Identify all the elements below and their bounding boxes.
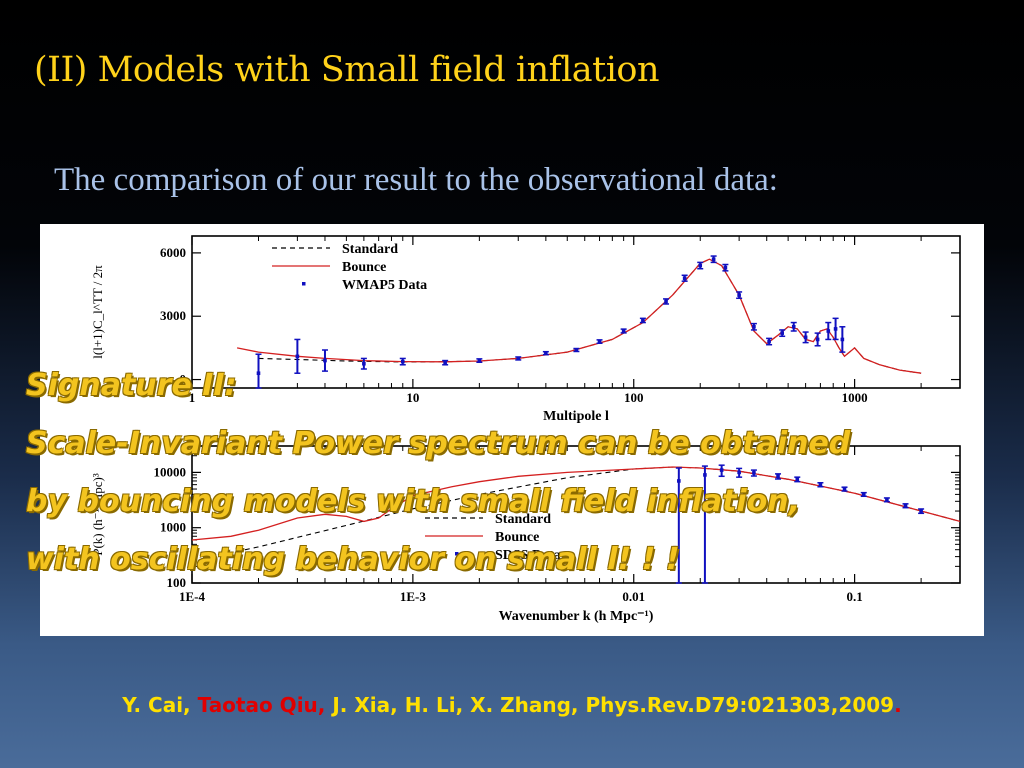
cmb-series-wmap5-data-point [711, 257, 716, 262]
pk-x-tick-label: 1E-3 [400, 589, 427, 604]
cmb-series-wmap5-data-point [767, 339, 771, 344]
cmb-series-wmap5-data-point [833, 327, 838, 331]
cmb-y-tick-label: 6000 [160, 245, 186, 260]
cmb-series-wmap5-data-point [780, 331, 784, 335]
cmb-x-tick-label: 10 [406, 390, 419, 405]
pk-plot-frame [191, 445, 961, 584]
cmb-y-tick-label: 3000 [160, 308, 186, 323]
cmb-x-axis-label: Multipole l [543, 409, 609, 424]
signature-text: Signature II: Scale-Invariant Power spec… [26, 357, 1016, 589]
cmb-x-tick-label: 1000 [842, 390, 868, 405]
pk-y-axis-label: P(k) (h⁻¹ Mpc)³ [90, 473, 105, 556]
pk-series-sdss-data-point [737, 470, 741, 475]
signature-line-1: Signature II: [26, 368, 237, 403]
cmb-series-wmap5-data-point [682, 276, 687, 281]
cmb-legend-standard-label: Standard [342, 242, 398, 257]
pk-series-sdss-data-point [861, 492, 866, 497]
cmb-series-wmap5-data-point [597, 339, 602, 344]
pk-x-tick-label: 1E-4 [179, 589, 206, 604]
pk-x-axis-label: Wavenumber k (h Mpc⁻¹) [499, 609, 654, 624]
cmb-series-wmap5-data [255, 255, 846, 389]
cmb-legend-wmap5-data-swatch [302, 282, 306, 286]
pk-series-sdss-data-point [703, 473, 707, 477]
pk-series-sdss-data-point [818, 482, 823, 487]
cmb-series-wmap5-data-point [295, 354, 300, 359]
cmb-series-wmap5-data-point [698, 263, 703, 268]
cmb-series-wmap5-data-point [641, 318, 645, 323]
pk-y-tick-label: 100 [167, 575, 187, 590]
cmb-series-wmap5-data-point [826, 329, 831, 333]
cmb-legend-bounce-label: Bounce [342, 260, 386, 275]
pk-series-sdss-data-point [919, 509, 923, 513]
cmb-y-tick-label: 0 [180, 372, 187, 387]
pk-legend-standard-label: Standard [495, 512, 551, 527]
cmb-series-wmap5-data-point [621, 329, 626, 333]
cmb-series-wmap5-data-point [323, 358, 327, 363]
pk-legend-sdss-data-label: SDSS Data [495, 548, 561, 563]
cmb-series-wmap5-data-point [840, 337, 845, 342]
cmb-series-wmap5-data-point [791, 324, 796, 329]
pk-series-sdss-data-point [885, 497, 889, 502]
pk-series-sdss-data-point [776, 474, 780, 479]
cmb-series-wmap5-data-point [400, 359, 405, 364]
cmb-series-wmap5-data-point [803, 335, 808, 340]
pk-series-sdss-data-point [677, 479, 681, 483]
pk-y-tick-label: 10000 [154, 464, 187, 479]
cmb-series-wmap5-data-point [443, 360, 447, 365]
cmb-series-wmap5-data-point [737, 293, 741, 297]
citation-reference: J. Xia, H. Li, X. Zhang, Phys.Rev.D79:02… [325, 693, 895, 717]
citation-period: . [894, 693, 902, 717]
cmb-series-wmap5-data-point [516, 356, 521, 361]
cmb-series-wmap5-data-point [362, 361, 366, 366]
signature-line-2: Scale-Invariant Power spectrum can be ob… [26, 426, 851, 461]
pk-series-sdss-data-point [795, 477, 800, 482]
pk-y-tick-label: 1000 [160, 520, 186, 535]
citation-authors: Y. Cai, [122, 693, 198, 717]
slide-title: (II) Models with Small field inflation [34, 50, 660, 90]
pk-series-sdss-data-point [752, 471, 756, 475]
cmb-x-tick-label: 1 [189, 390, 196, 405]
pk-x-tick-label: 0.01 [622, 589, 645, 604]
cmb-x-tick-label: 100 [624, 390, 644, 405]
signature-line-4: with oscillating behavior on small l! ! … [26, 542, 680, 577]
cmb-series-wmap5-data-point [723, 265, 728, 270]
cmb-plot-frame [191, 235, 961, 389]
pk-legend-bounce-label: Bounce [495, 530, 539, 545]
cmb-series-wmap5-data-point [477, 358, 482, 363]
pk-series-sdss-data-point [903, 503, 908, 508]
pk-legend-sdss-data-swatch [455, 552, 459, 556]
pk-x-tick-label: 0.1 [846, 589, 862, 604]
cmb-y-axis-label: l(l+1)C_l^TT / 2π [90, 265, 105, 359]
citation: Y. Cai, Taotao Qiu, J. Xia, H. Li, X. Zh… [0, 693, 1024, 717]
cmb-legend-wmap5-data-label: WMAP5 Data [342, 278, 427, 293]
pk-series-sdss-data-point [842, 487, 847, 491]
figure-panel: 1 10 100 1000 0 3000 6000 Multipole l l(l+1)C_l^… [40, 224, 984, 636]
cmb-series-wmap5-data-point [752, 324, 756, 329]
pk-series-sdss-data [675, 464, 925, 584]
slide-subtitle: The comparison of our result to the obse… [54, 162, 778, 198]
cmb-series-wmap5-data-point [574, 348, 579, 352]
cmb-series-wmap5-data-point [544, 351, 548, 355]
signature-line-3: by bouncing models with small field infl… [26, 484, 801, 519]
cmb-series-wmap5-data-point [664, 299, 668, 304]
pk-series-sdss-data-point [719, 468, 724, 472]
cmb-series-wmap5-data-point [815, 337, 820, 342]
cmb-series-wmap5-data-point [256, 371, 261, 376]
citation-highlight-author: Taotao Qiu, [197, 693, 326, 717]
